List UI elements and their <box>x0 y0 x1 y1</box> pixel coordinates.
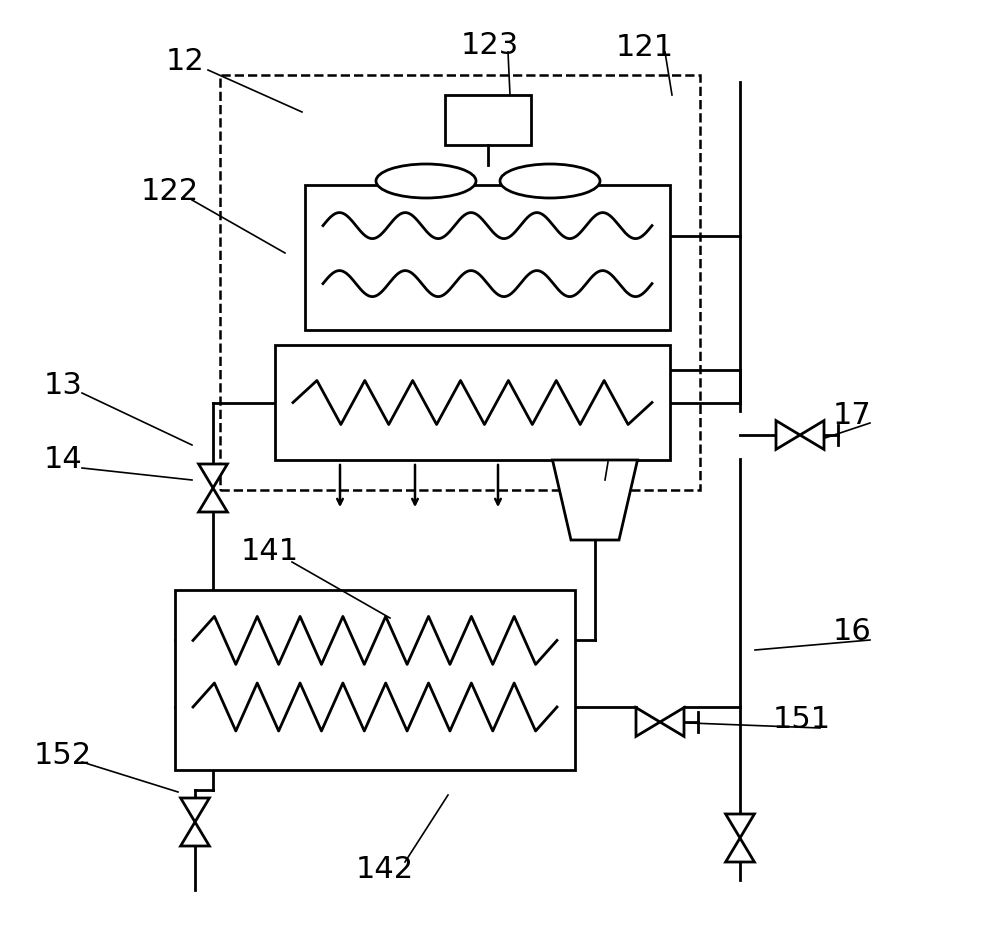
Text: 142: 142 <box>356 855 414 885</box>
Bar <box>445 95 531 145</box>
Text: 122: 122 <box>141 177 199 207</box>
Text: 14: 14 <box>44 445 82 474</box>
Bar <box>305 185 670 330</box>
Bar <box>275 345 670 460</box>
Text: 123: 123 <box>461 30 519 59</box>
Polygon shape <box>800 421 824 450</box>
Text: 13: 13 <box>44 371 82 399</box>
Text: 12: 12 <box>166 48 204 76</box>
Text: 152: 152 <box>34 741 92 769</box>
Polygon shape <box>636 708 660 736</box>
Polygon shape <box>660 708 684 736</box>
Text: 121: 121 <box>616 34 674 63</box>
Ellipse shape <box>376 164 476 198</box>
Polygon shape <box>181 798 209 822</box>
Text: 141: 141 <box>241 537 299 566</box>
Text: 11: 11 <box>569 459 607 488</box>
Polygon shape <box>552 460 638 540</box>
Text: 151: 151 <box>773 705 831 734</box>
Bar <box>220 75 700 490</box>
Text: 17: 17 <box>833 401 871 429</box>
Polygon shape <box>776 421 800 450</box>
Polygon shape <box>199 464 227 488</box>
Polygon shape <box>181 822 209 846</box>
Ellipse shape <box>500 164 600 198</box>
Bar <box>175 590 575 770</box>
Polygon shape <box>199 488 227 512</box>
Text: 16: 16 <box>833 618 871 646</box>
Polygon shape <box>726 814 754 838</box>
Polygon shape <box>726 838 754 862</box>
